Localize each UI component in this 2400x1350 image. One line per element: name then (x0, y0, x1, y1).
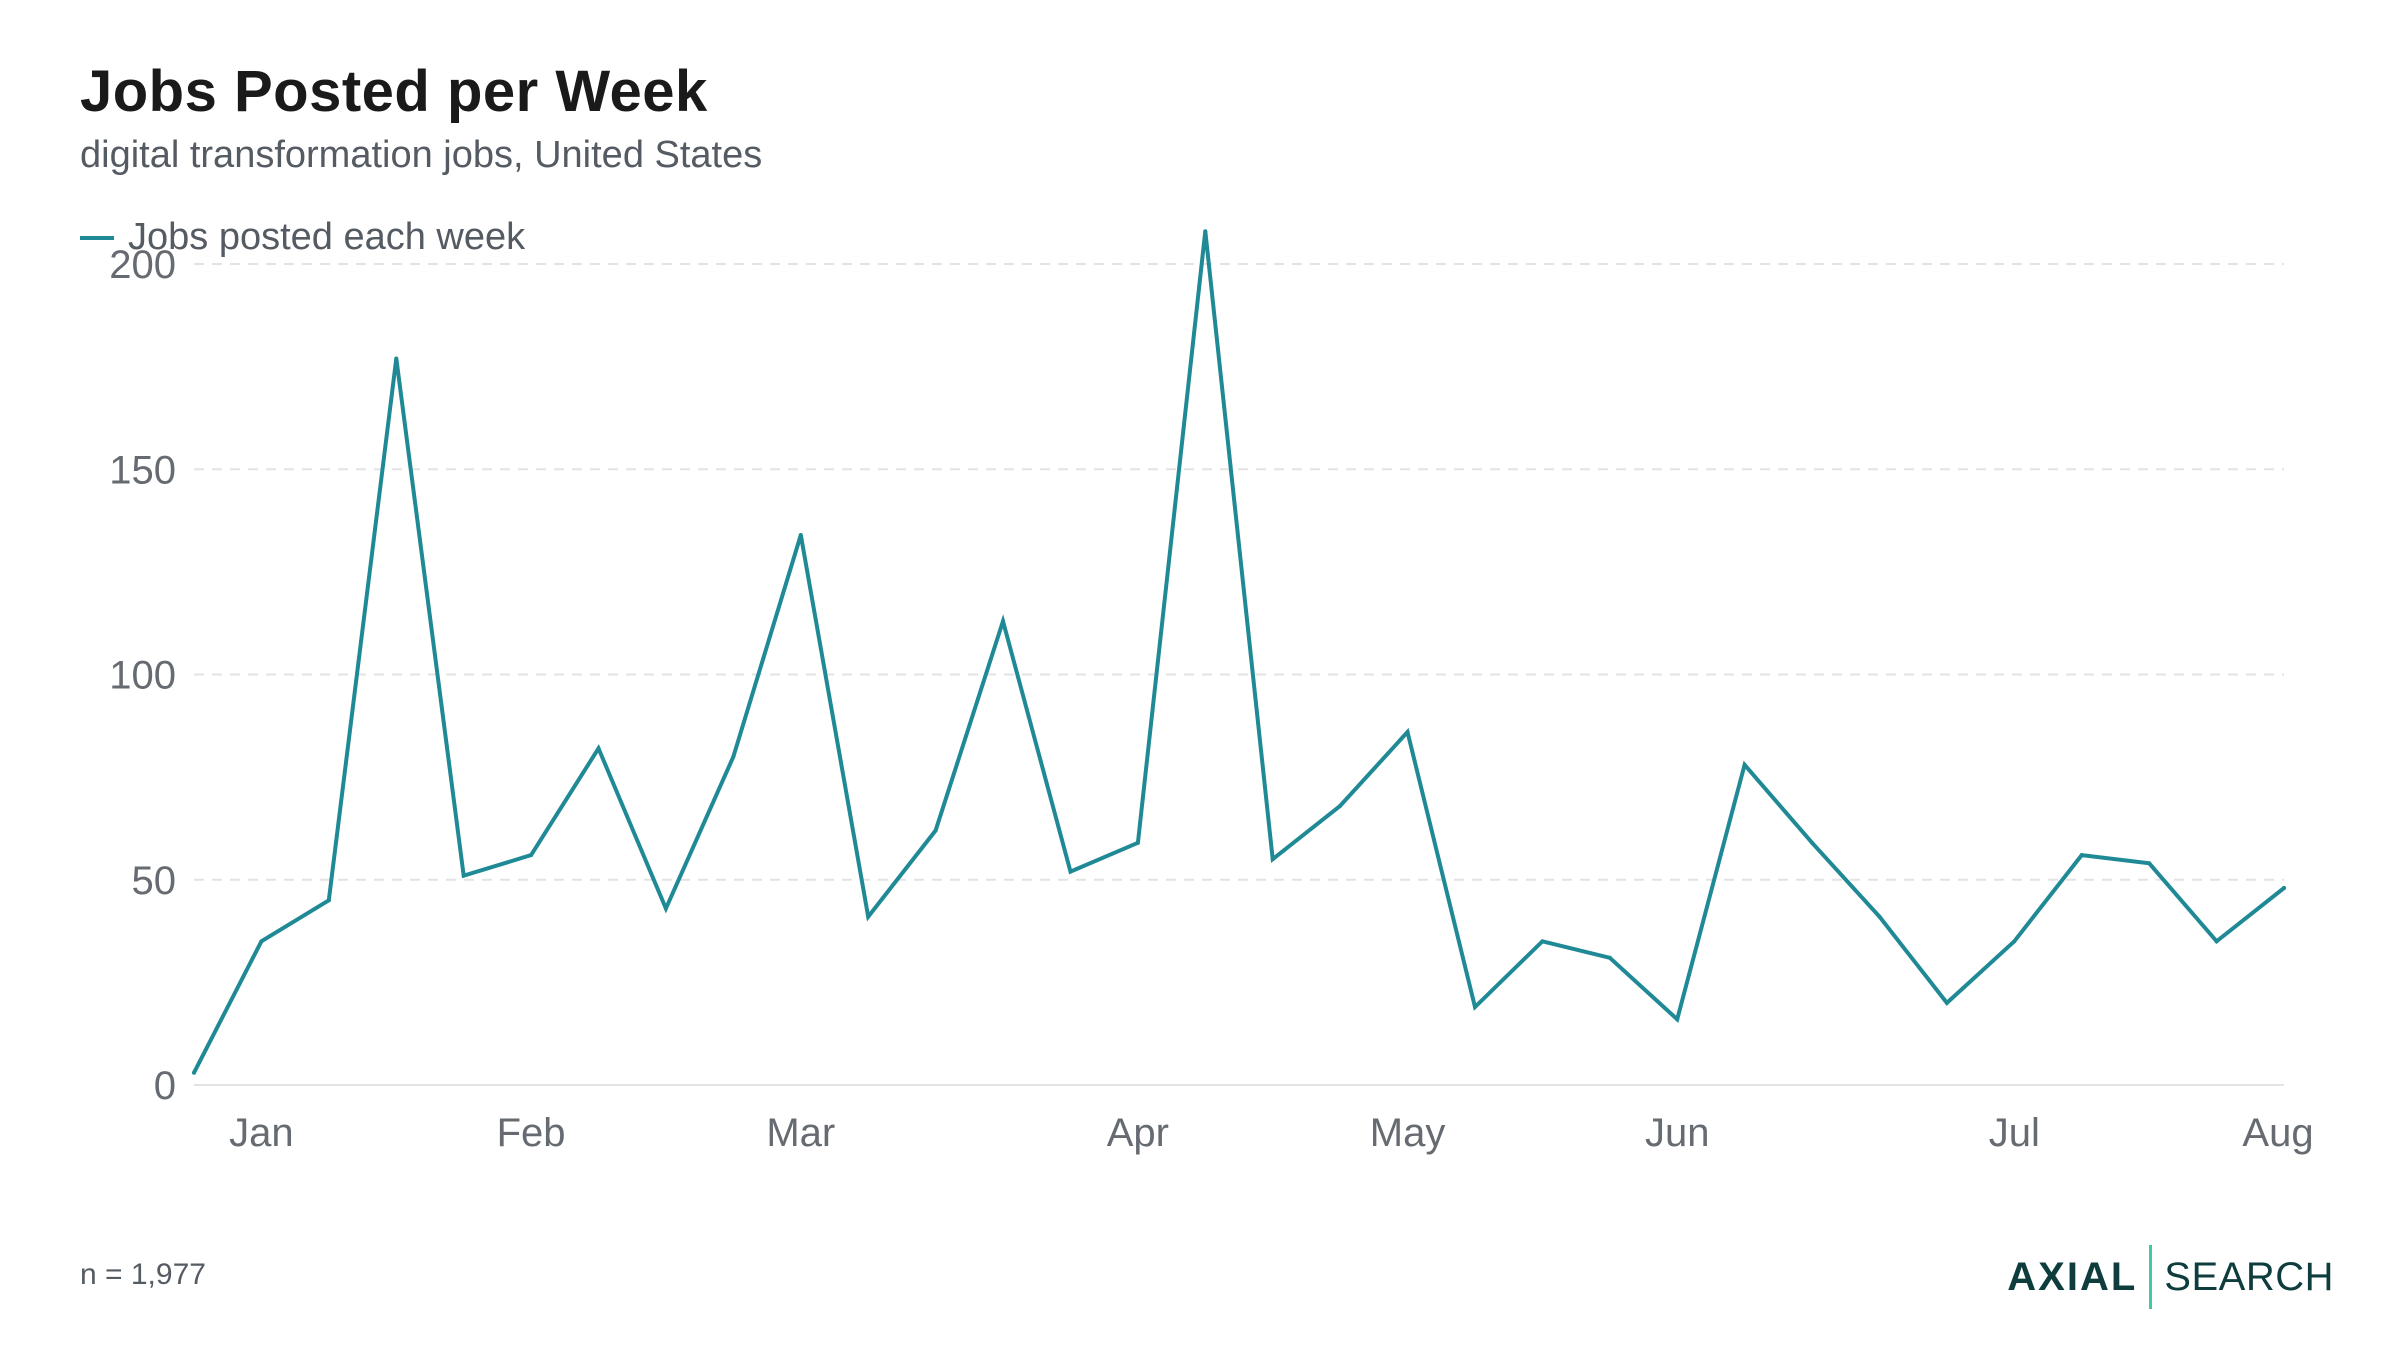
y-tick-label: 100 (109, 654, 176, 698)
y-axis-ticks: 0 50 100 150 200 (109, 243, 176, 1108)
data-point (1810, 840, 1815, 845)
data-point (461, 873, 466, 878)
data-point (1338, 803, 1343, 808)
data-point (2214, 939, 2219, 944)
data-point (2282, 885, 2286, 890)
logo-divider (2149, 1245, 2153, 1309)
data-point (1675, 1017, 1680, 1022)
data-point (326, 898, 331, 903)
data-point (1135, 840, 1140, 845)
data-point (1001, 619, 1006, 624)
x-tick-label: Jan (229, 1111, 294, 1155)
x-tick-label: Aug (2242, 1111, 2313, 1155)
chart-title: Jobs Posted per Week (80, 59, 708, 124)
legend: Jobs posted each week (80, 216, 525, 259)
data-point (1877, 914, 1882, 919)
data-point (529, 853, 534, 858)
data-point (1472, 1005, 1477, 1010)
grid-lines (194, 263, 2284, 1086)
series-line-jobs-posted (192, 230, 2286, 1075)
x-tick-label: Mar (766, 1111, 835, 1155)
x-axis-ticks: Jan Feb Mar Apr May Jun Jul Aug (229, 1111, 2313, 1155)
y-tick-label: 0 (154, 1064, 176, 1108)
legend-label: Jobs posted each week (128, 216, 526, 258)
x-tick-label: Apr (1107, 1111, 1169, 1155)
sample-size-note: n = 1,977 (80, 1258, 206, 1291)
data-point (596, 746, 601, 751)
data-point (2012, 939, 2017, 944)
data-point (259, 939, 264, 944)
data-point (1068, 869, 1073, 874)
y-tick-label: 150 (109, 448, 176, 492)
data-point (1944, 1000, 1949, 1005)
data-point (1405, 729, 1410, 734)
data-point (798, 532, 803, 537)
x-tick-label: Jun (1645, 1111, 1710, 1155)
data-point (866, 914, 871, 919)
data-point (2079, 853, 2084, 858)
data-point (1203, 229, 1208, 234)
brand-logo[interactable]: AXIAL SEARCH (2007, 1245, 2334, 1309)
series-layer (192, 229, 2286, 1075)
data-point (1270, 857, 1275, 862)
data-point (663, 906, 668, 911)
logo-search-text: SEARCH (2164, 1254, 2334, 1299)
data-point (1607, 955, 1612, 960)
data-point (933, 828, 938, 833)
x-tick-label: Jul (1989, 1111, 2040, 1155)
legend-swatch (80, 235, 114, 240)
x-tick-label: Feb (497, 1111, 566, 1155)
data-point (192, 1070, 196, 1075)
chart-subtitle: digital transformation jobs, United Stat… (80, 134, 763, 176)
data-point (1540, 939, 1545, 944)
x-tick-label: May (1370, 1111, 1446, 1155)
y-tick-label: 50 (132, 859, 177, 903)
data-point (394, 356, 399, 361)
data-point (1742, 762, 1747, 767)
data-point (731, 754, 736, 759)
y-tick-label: 200 (109, 243, 176, 287)
data-point (2147, 861, 2152, 866)
logo-axial-text: AXIAL (2007, 1254, 2138, 1299)
